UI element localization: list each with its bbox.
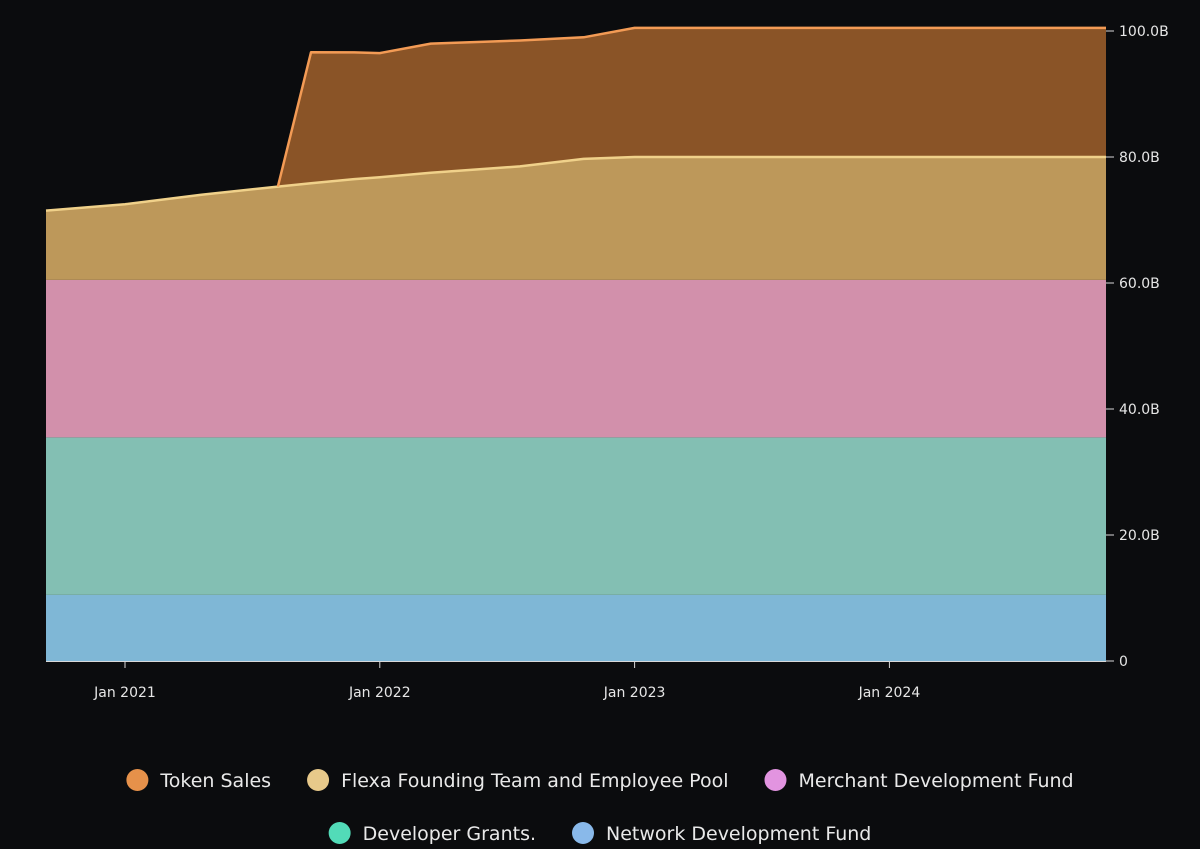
area-flexa-founding-team-and-employee-pool[interactable]: [46, 157, 1106, 280]
y-tick-label: 20.0B: [1119, 528, 1160, 544]
x-tick-label: Jan 2021: [93, 685, 156, 701]
line-flexa-founding-team-and-employee-pool: [45, 155, 1106, 212]
legend-swatch: [572, 822, 595, 844]
y-tick-label: 60.0B: [1119, 276, 1160, 292]
x-tick-label: Jan 2023: [603, 685, 666, 701]
legend-label: Flexa Founding Team and Employee Pool: [341, 770, 728, 792]
legend-swatch: [126, 769, 149, 791]
area-network-development-fund[interactable]: [46, 594, 1106, 661]
y-tick-label: 40.0B: [1119, 402, 1160, 418]
legend-swatch: [307, 769, 330, 791]
legend-swatch: [328, 822, 351, 844]
legend-item-developer-grants[interactable]: Developer Grants.: [328, 822, 536, 845]
lines-layer: [45, 26, 1106, 212]
legend-item-merchant-development-fund[interactable]: Merchant Development Fund: [764, 769, 1074, 792]
area-token-sales[interactable]: [46, 27, 1106, 211]
y-tick-label: 80.0B: [1119, 150, 1160, 166]
legend-label: Developer Grants.: [363, 823, 536, 845]
legend-label: Merchant Development Fund: [798, 770, 1073, 792]
legend-label: Token Sales: [159, 770, 271, 792]
area-developer-grants[interactable]: [46, 437, 1106, 595]
area-merchant-development-fund[interactable]: [46, 279, 1106, 438]
legend-item-network-development-fund[interactable]: Network Development Fund: [572, 822, 871, 845]
legend-label: Network Development Fund: [606, 823, 871, 845]
axes-layer: 0 20.0B 40.0B 60.0B 80.0B 100.0B Jan 2021 Jan 2…: [46, 24, 1169, 701]
line-token-sales: [276, 26, 1106, 187]
legend-item-flexa-founding-team-and-employee-pool[interactable]: Flexa Founding Team and Employee Pool: [307, 769, 728, 792]
legend[interactable]: Token Sales Flexa Founding Team and Emplo…: [126, 769, 1074, 845]
legend-item-token-sales[interactable]: Token Sales: [126, 769, 271, 792]
y-tick-label: 100.0B: [1119, 24, 1169, 40]
x-tick-label: Jan 2024: [858, 685, 921, 701]
legend-swatch: [764, 769, 787, 791]
x-tick-label: Jan 2022: [348, 685, 411, 701]
areas-layer: [46, 27, 1106, 661]
y-tick-label: 0: [1119, 654, 1128, 670]
